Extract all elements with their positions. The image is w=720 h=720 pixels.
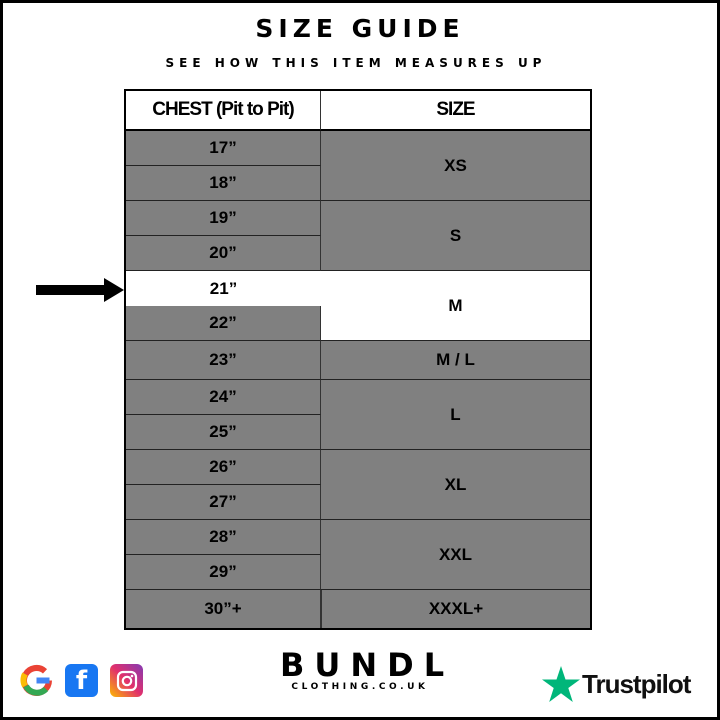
size-cell: XXXL+ xyxy=(321,590,590,628)
chest-cell: 28” xyxy=(126,520,321,555)
chest-cell: 25” xyxy=(126,415,321,450)
chest-cell: 17” xyxy=(126,131,321,166)
social-icons: f xyxy=(20,664,143,697)
chest-cell: 20” xyxy=(126,236,321,271)
brand-name: BUNDL xyxy=(280,646,455,684)
chest-cell: 27” xyxy=(126,485,321,520)
chest-cell-highlighted: 21” xyxy=(126,271,321,306)
google-icon[interactable] xyxy=(20,664,53,697)
brand-logo: BUNDL CLOTHING.CO.UK xyxy=(270,648,450,692)
trustpilot-logo[interactable]: Trustpilot xyxy=(542,666,691,702)
header-chest: CHEST (Pit to Pit) xyxy=(126,91,321,131)
facebook-icon[interactable]: f xyxy=(65,664,98,697)
instagram-icon[interactable] xyxy=(110,664,143,697)
chest-cell: 30”+ xyxy=(126,590,321,628)
trustpilot-label: Trustpilot xyxy=(582,668,691,699)
header-size: SIZE xyxy=(321,91,590,131)
chest-cell: 22” xyxy=(126,306,321,341)
chest-cell: 24” xyxy=(126,380,321,415)
size-cell: L xyxy=(321,380,590,450)
chest-cell: 18” xyxy=(126,166,321,201)
size-cell: XL xyxy=(321,450,590,520)
size-cell: XXL xyxy=(321,520,590,590)
page-subtitle: SEE HOW THIS ITEM MEASURES UP xyxy=(165,56,547,70)
brand-subtitle: CLOTHING.CO.UK xyxy=(291,682,429,692)
chest-cell: 19” xyxy=(126,201,321,236)
size-table: CHEST (Pit to Pit) SIZE 17” 18” 19” 20” … xyxy=(124,89,592,630)
size-cell: M / L xyxy=(321,341,590,380)
arrow-right-icon xyxy=(36,278,124,302)
chest-cell: 26” xyxy=(126,450,321,485)
size-cell: S xyxy=(321,201,590,271)
chest-cell: 29” xyxy=(126,555,321,590)
size-cell: XS xyxy=(321,131,590,201)
page-title: SIZE GUIDE xyxy=(255,14,465,43)
star-icon xyxy=(542,666,580,702)
chest-cell: 23” xyxy=(126,341,321,380)
size-cell-highlighted: M xyxy=(321,271,590,341)
